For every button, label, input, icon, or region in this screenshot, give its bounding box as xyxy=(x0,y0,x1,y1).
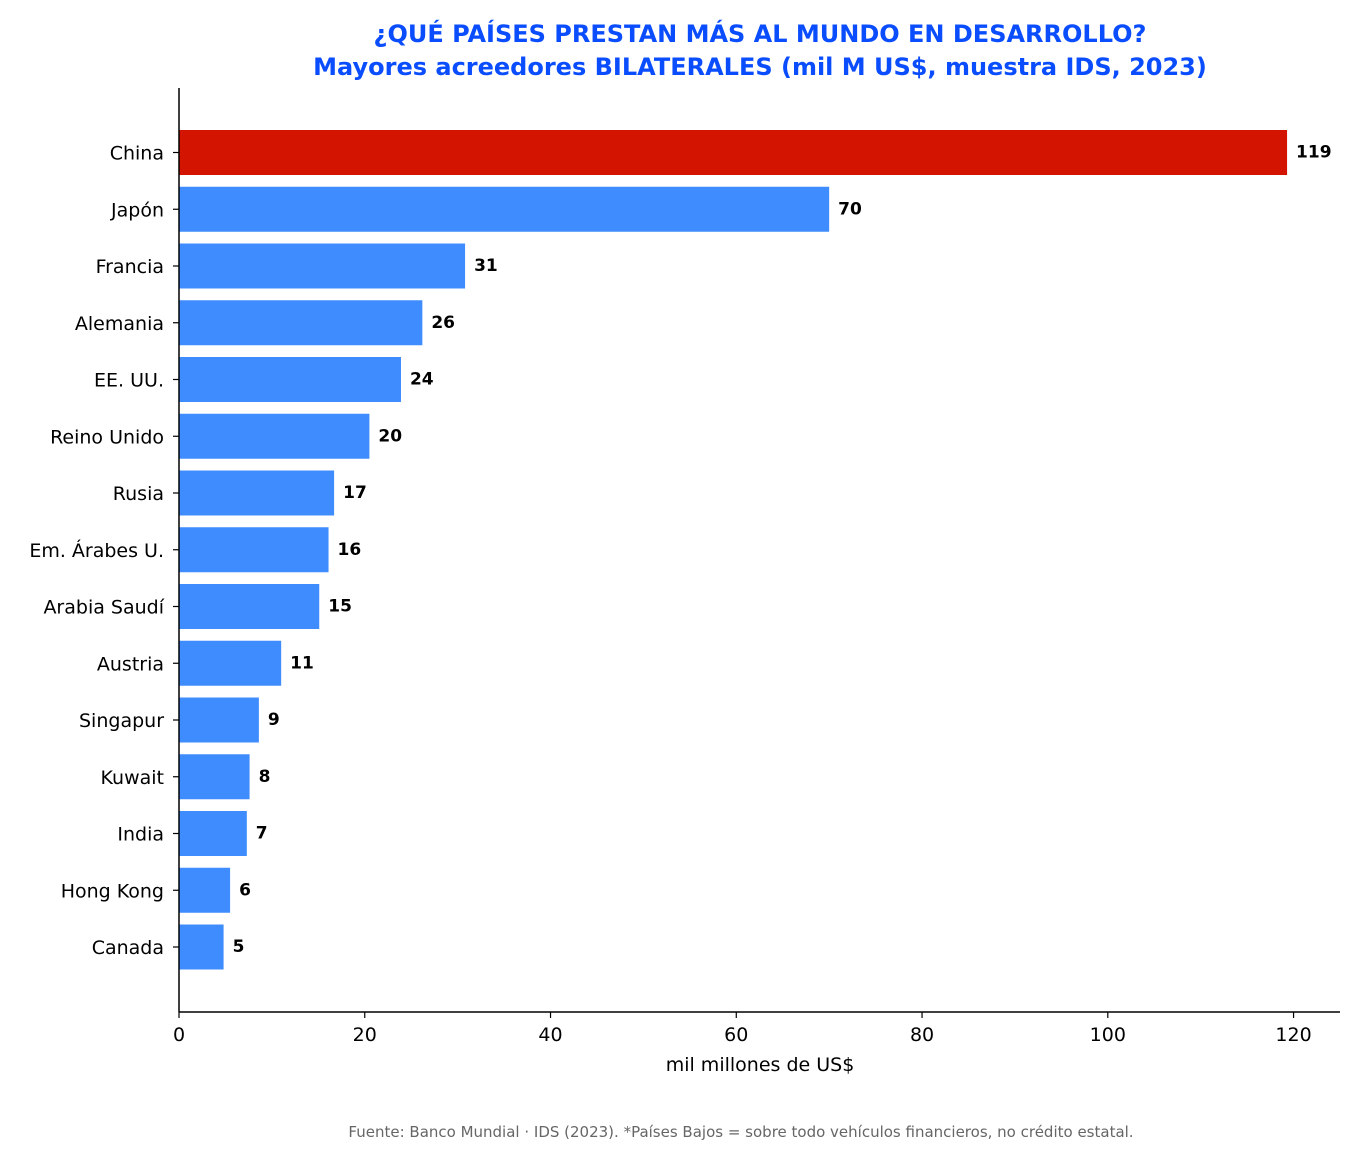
y-tick-label: Hong Kong xyxy=(61,880,164,902)
x-tick-label: 40 xyxy=(538,1024,562,1046)
bar-value-label: 5 xyxy=(233,937,245,957)
bar xyxy=(179,584,320,629)
y-tick-label: EE. UU. xyxy=(94,370,164,392)
bar xyxy=(179,527,329,573)
y-tick-label: Singapur xyxy=(79,710,164,732)
bar-value-label: 20 xyxy=(378,426,402,446)
bar xyxy=(179,754,250,800)
y-tick-label: Reino Unido xyxy=(50,426,164,448)
bar xyxy=(179,470,335,516)
x-tick-label: 20 xyxy=(353,1024,377,1046)
x-tick-label: 100 xyxy=(1090,1024,1126,1046)
bar-value-label: 15 xyxy=(328,597,352,617)
bar-value-label: 70 xyxy=(838,199,862,219)
y-tick-label: Rusia xyxy=(113,483,164,505)
bar-value-label: 24 xyxy=(410,370,434,390)
bar-value-label: 26 xyxy=(431,313,455,333)
bars-group xyxy=(179,130,1288,970)
y-tick-label: Kuwait xyxy=(101,767,164,789)
bar-value-label: 7 xyxy=(256,824,268,844)
y-tick-label: Canada xyxy=(92,937,164,959)
bar xyxy=(179,867,231,913)
y-tick-label: Arabia Saudí xyxy=(43,597,164,619)
bar-value-label: 6 xyxy=(239,880,251,900)
x-axis: 0 20 40 60 80 100 120 xyxy=(173,1011,1340,1046)
bar xyxy=(179,811,247,856)
bar xyxy=(179,243,466,289)
bar xyxy=(179,186,830,232)
y-tick-label: Austria xyxy=(97,653,164,675)
x-tick-label: 80 xyxy=(910,1024,934,1046)
x-tick-label: 120 xyxy=(1275,1024,1311,1046)
y-tick-label: India xyxy=(117,824,164,846)
bar-value-label: 8 xyxy=(259,767,271,787)
bar xyxy=(179,300,423,346)
bar-value-label: 11 xyxy=(290,653,314,673)
bar-value-label: 119 xyxy=(1296,143,1332,163)
x-tick-label: 60 xyxy=(724,1024,748,1046)
bar xyxy=(179,924,224,970)
y-tick-label: Em. Árabes U. xyxy=(29,539,164,562)
bar xyxy=(179,130,1288,175)
bar-value-label: 17 xyxy=(343,483,367,503)
x-axis-label: mil millones de US$ xyxy=(666,1054,855,1076)
x-tick-label: 0 xyxy=(173,1024,185,1046)
bar-value-label: 16 xyxy=(338,540,362,560)
bar xyxy=(179,697,259,743)
y-tick-label: Japón xyxy=(110,199,164,221)
source-note: Fuente: Banco Mundial · IDS (2023). *Paí… xyxy=(348,1123,1134,1141)
bar xyxy=(179,357,401,402)
y-tick-label: China xyxy=(110,143,164,165)
chart-title: ¿QUÉ PAÍSES PRESTAN MÁS AL MUNDO EN DESA… xyxy=(374,19,1147,48)
y-tick-label: Alemania xyxy=(75,313,164,335)
bar-value-label: 31 xyxy=(474,256,498,276)
y-tick-label: Francia xyxy=(96,256,164,278)
bar xyxy=(179,640,282,686)
y-axis: China Japón Francia Alemania EE. UU. Reino Un… xyxy=(29,88,180,1012)
chart-subtitle: Mayores acreedores BILATERALES (mil M US… xyxy=(313,53,1207,81)
bar-value-label: 9 xyxy=(268,710,280,730)
bar-chart: ¿QUÉ PAÍSES PRESTAN MÁS AL MUNDO EN DESA… xyxy=(29,19,1340,1076)
bar xyxy=(179,413,370,459)
